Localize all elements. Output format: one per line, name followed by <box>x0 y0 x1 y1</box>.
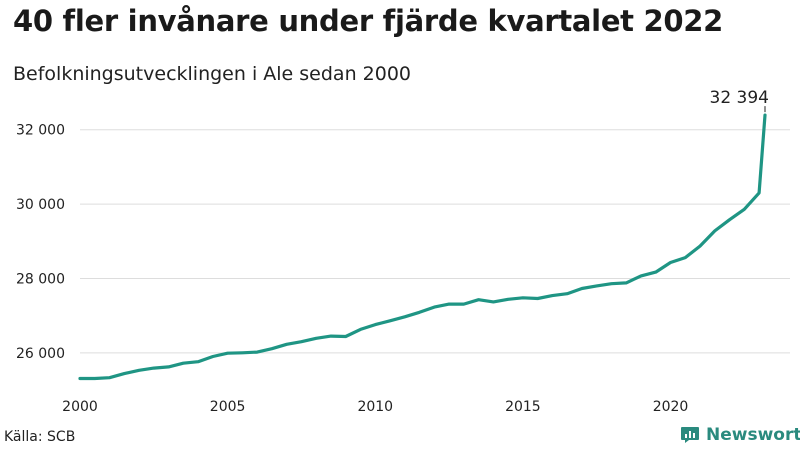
chart-subtitle: Befolkningsutvecklingen i Ale sedan 2000 <box>13 63 411 85</box>
source-note: Källa: SCB <box>4 429 76 445</box>
x-tick-label: 2020 <box>653 399 689 415</box>
end-value-label: 32 394 <box>710 88 769 108</box>
series-layer <box>78 113 767 381</box>
y-tick-label: 28 000 <box>16 271 65 287</box>
end-annotation-layer: 32 394 <box>710 88 769 113</box>
x-tick-label: 2010 <box>357 399 393 415</box>
brand-logo: Newsworthy <box>680 425 800 445</box>
series-line <box>78 113 767 381</box>
x-tick-label: 2000 <box>62 399 98 415</box>
y-tick-label: 30 000 <box>16 197 65 213</box>
x-tick-label: 2015 <box>505 399 541 415</box>
y-axis-tick-labels: 26 000 28 000 30 000 32 000 <box>16 123 65 362</box>
chart-title: 40 fler invånare under fjärde kvartalet … <box>13 4 724 38</box>
x-axis-tick-labels: 2000 2005 2010 2015 2020 <box>62 399 688 415</box>
x-tick-label: 2005 <box>210 399 246 415</box>
brand-name: Newsworthy <box>706 425 800 445</box>
grid-lines <box>80 129 790 354</box>
y-tick-label: 32 000 <box>16 123 65 139</box>
bar-chart-logo-icon <box>681 427 699 443</box>
y-tick-label: 26 000 <box>16 346 65 362</box>
